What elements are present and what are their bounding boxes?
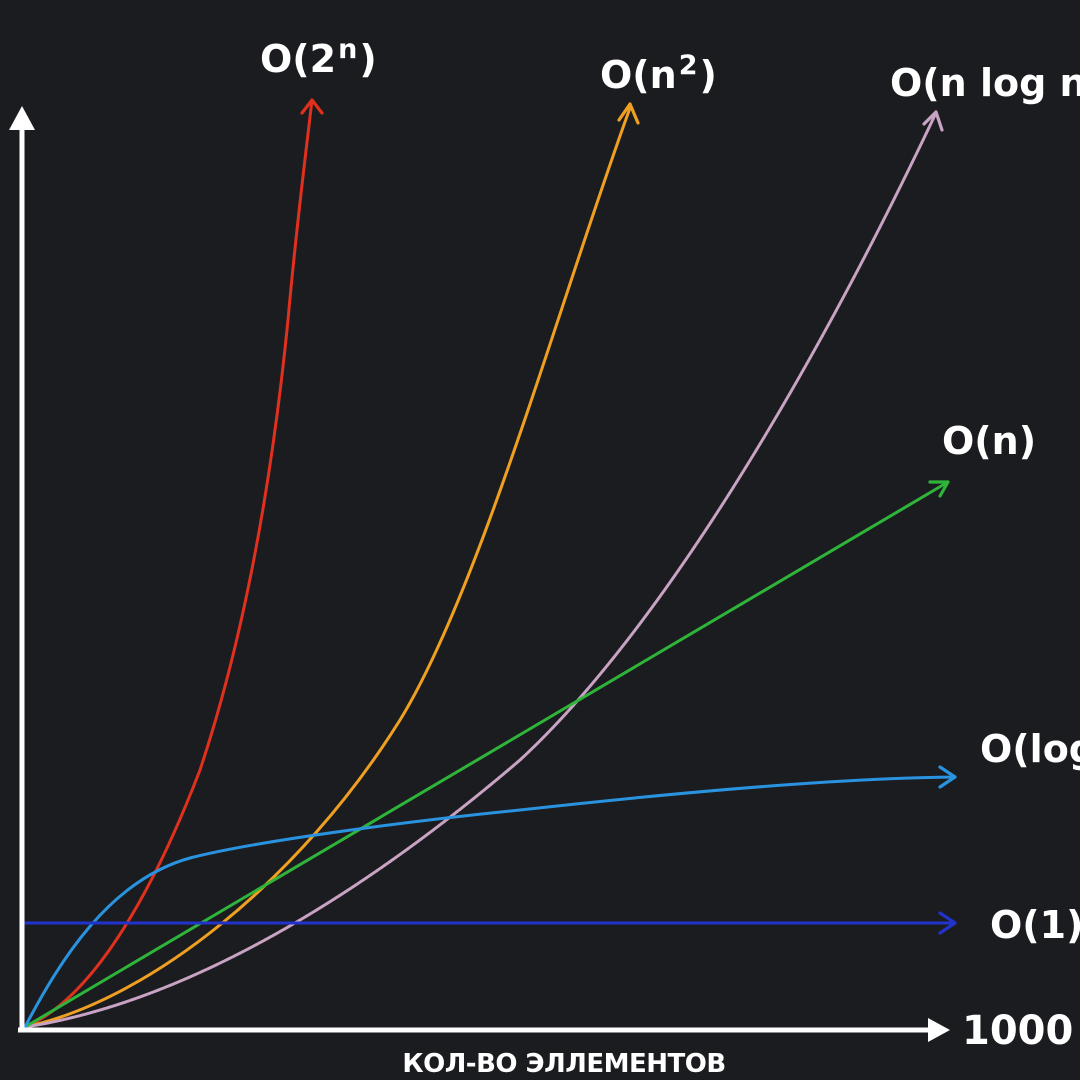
series-o-n-squared	[23, 102, 640, 1029]
curve-o-n-log-n	[23, 113, 937, 1029]
x-axis-arrow-icon	[928, 1018, 950, 1042]
axes-layer	[9, 106, 950, 1042]
label-o-2-n-sup: n	[338, 34, 357, 65]
label-layer: O(2n)O(n2)O(n log n)O(n)O(log n)O(1)1000…	[260, 34, 1080, 1079]
x-axis-title: КОЛ-ВО ЭЛЛЕМЕНТОВ	[402, 1049, 725, 1079]
label-o-n-squared-sup: 2	[679, 50, 698, 81]
curve-o-log-n	[23, 775, 957, 1029]
curve-o-2-n	[23, 98, 314, 1029]
curve-o-n-squared	[23, 106, 632, 1029]
label-o-1-base: O(1)	[990, 903, 1080, 947]
label-o-n-squared-base: O(n	[600, 53, 677, 97]
series-o-n	[23, 480, 950, 1029]
series-o-log-n	[23, 765, 957, 1029]
label-o-2-n: O(2n)	[260, 34, 377, 81]
label-o-log-n: O(log n)	[980, 727, 1080, 771]
curve-o-n	[23, 480, 950, 1029]
arrowhead-o-n-squared	[617, 102, 640, 125]
label-o-2-n-end: )	[359, 37, 376, 81]
arrowhead-o-log-n	[938, 765, 957, 789]
label-o-n-base: O(n)	[942, 419, 1036, 463]
label-o-n-squared-end: )	[700, 53, 717, 97]
arrowhead-o-n	[928, 480, 950, 498]
arrowhead-o-n-log-n	[922, 110, 944, 132]
arrowhead-o-1	[938, 911, 957, 935]
label-o-1: O(1)	[990, 903, 1080, 947]
x-max-tick-label: 1000	[962, 1008, 1073, 1054]
label-o-n-log-n-base: O(n log n)	[890, 61, 1080, 105]
label-o-log-n-base: O(log n)	[980, 727, 1080, 771]
series-o-1	[20, 911, 957, 935]
label-o-n: O(n)	[942, 419, 1036, 463]
label-o-n-log-n: O(n log n)	[890, 61, 1080, 105]
curve-layer	[20, 98, 957, 1029]
label-o-2-n-base: O(2	[260, 37, 336, 81]
series-o-2-n	[23, 98, 324, 1029]
label-o-n-squared: O(n2)	[600, 50, 717, 97]
series-o-n-log-n	[23, 110, 944, 1029]
y-axis-arrow-icon	[9, 106, 35, 130]
arrowhead-o-2-n	[300, 98, 324, 115]
